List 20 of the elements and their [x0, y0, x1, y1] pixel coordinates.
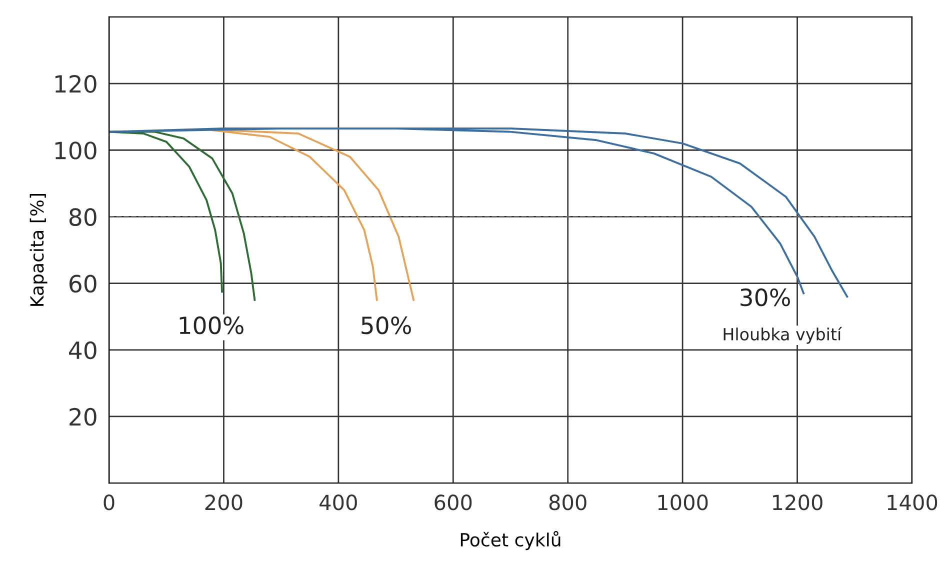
x-axis-title: Počet cyklů — [460, 531, 560, 550]
x-tick-label: 200 — [205, 494, 242, 510]
x-tick-label: 400 — [320, 494, 357, 510]
annotation: 50% — [362, 316, 411, 334]
annotation: 30% — [740, 288, 790, 306]
x-tick-label: 800 — [549, 494, 586, 510]
annotation: 100% — [180, 316, 244, 334]
y-tick-label: 20 — [70, 408, 96, 426]
y-tick-label: 60 — [70, 274, 96, 293]
x-tick-label: 0 — [104, 494, 114, 510]
x-tick-label: 600 — [434, 494, 472, 510]
x-tick-label: 1200 — [773, 494, 822, 510]
x-tick-label: 1400 — [888, 494, 938, 510]
y-tick-label: 100 — [55, 142, 96, 160]
y-tick-label: 80 — [69, 208, 96, 226]
x-tick-label: 1000 — [658, 494, 708, 510]
annotation: Hloubka vybití — [724, 326, 842, 344]
y-tick-label: 120 — [55, 74, 96, 93]
y-tick-label: 40 — [69, 341, 96, 360]
y-axis-title: Kapacita [%] — [30, 194, 48, 306]
